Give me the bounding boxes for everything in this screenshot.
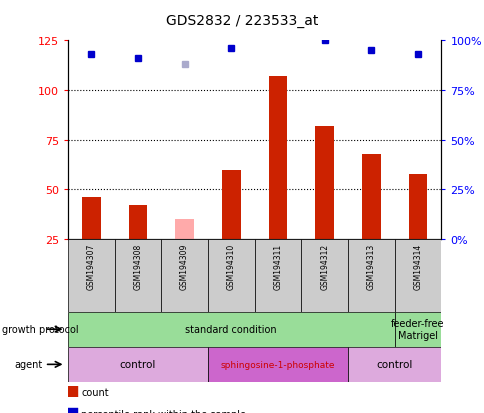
Bar bbox=[268, 77, 287, 240]
Text: GSM194308: GSM194308 bbox=[133, 243, 142, 289]
Bar bbox=[128, 206, 147, 240]
Bar bbox=[347, 240, 394, 312]
Text: growth protocol: growth protocol bbox=[2, 324, 79, 335]
Text: GSM194314: GSM194314 bbox=[413, 243, 422, 289]
Text: GSM194307: GSM194307 bbox=[87, 243, 95, 290]
Bar bbox=[394, 240, 440, 312]
Text: GSM194312: GSM194312 bbox=[319, 243, 329, 289]
Text: GSM194313: GSM194313 bbox=[366, 243, 375, 289]
Bar bbox=[161, 240, 208, 312]
Text: percentile rank within the sample: percentile rank within the sample bbox=[81, 409, 246, 413]
Text: GSM194309: GSM194309 bbox=[180, 243, 189, 290]
Text: sphingosine-1-phosphate: sphingosine-1-phosphate bbox=[220, 360, 334, 369]
Text: GDS2832 / 223533_at: GDS2832 / 223533_at bbox=[166, 14, 318, 28]
Text: feeder-free
Matrigel: feeder-free Matrigel bbox=[391, 318, 444, 340]
Bar bbox=[394, 312, 440, 347]
Text: count: count bbox=[81, 387, 109, 397]
Bar bbox=[408, 174, 426, 240]
Bar bbox=[254, 240, 301, 312]
Text: control: control bbox=[376, 359, 412, 370]
Bar bbox=[222, 170, 240, 240]
Bar bbox=[361, 154, 380, 240]
Bar bbox=[114, 240, 161, 312]
Text: GSM194310: GSM194310 bbox=[227, 243, 235, 289]
Text: GSM194311: GSM194311 bbox=[273, 243, 282, 289]
Bar bbox=[175, 220, 194, 240]
Bar bbox=[68, 347, 208, 382]
Text: agent: agent bbox=[15, 359, 43, 370]
Bar bbox=[347, 347, 440, 382]
Bar bbox=[208, 240, 254, 312]
Bar bbox=[68, 240, 114, 312]
Bar bbox=[82, 198, 100, 240]
Text: standard condition: standard condition bbox=[185, 324, 276, 335]
Text: control: control bbox=[120, 359, 156, 370]
Bar bbox=[208, 347, 347, 382]
Bar bbox=[68, 312, 394, 347]
Bar bbox=[301, 240, 347, 312]
Bar bbox=[315, 126, 333, 240]
